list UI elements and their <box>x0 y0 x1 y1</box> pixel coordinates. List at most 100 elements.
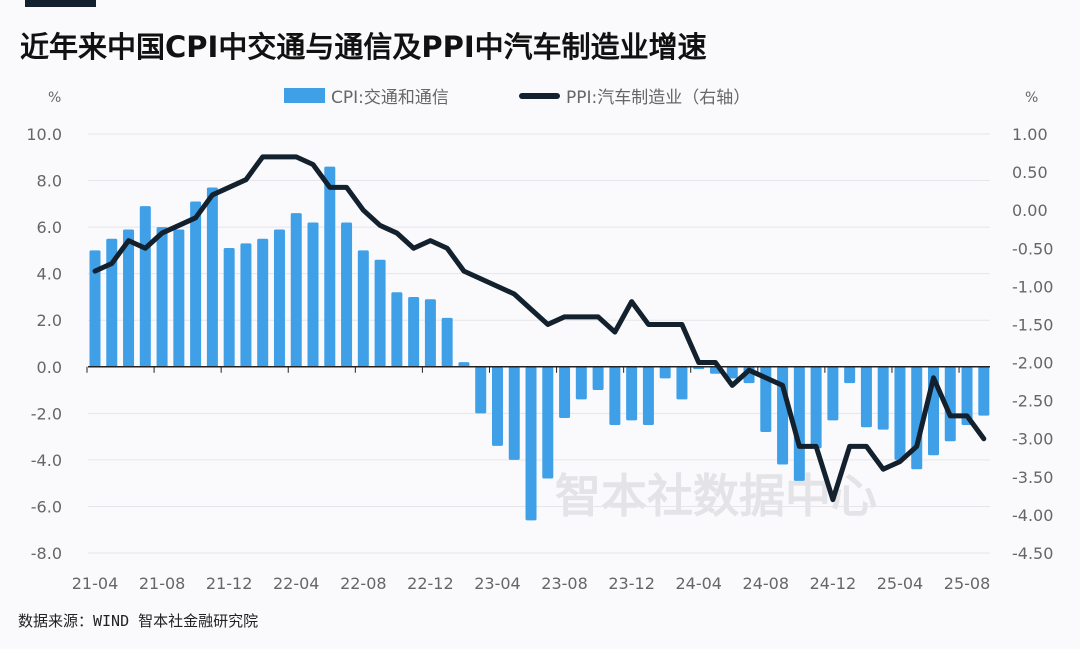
cpi-bar <box>324 166 336 367</box>
right-tick-label: 1.00 <box>1012 125 1048 144</box>
accent-bar <box>25 0 96 7</box>
right-tick-label: -2.00 <box>1012 354 1053 373</box>
cpi-bar <box>190 201 202 367</box>
cpi-bar <box>592 366 604 391</box>
cpi-bar <box>659 366 671 379</box>
x-tick-label: 22-08 <box>340 574 387 593</box>
chart-title: 近年来中国CPI中交通与通信及PPI中汽车制造业增速 <box>20 30 707 64</box>
cpi-bar <box>424 299 436 367</box>
cpi-bar <box>575 366 587 400</box>
x-tick-label: 25-04 <box>877 574 924 593</box>
cpi-bar <box>257 238 269 367</box>
right-tick-label: -3.00 <box>1012 430 1053 449</box>
right-tick-label: -4.50 <box>1012 544 1053 563</box>
left-tick-label: -4.0 <box>31 451 62 470</box>
right-tick-label: -2.50 <box>1012 392 1053 411</box>
cpi-bar <box>408 296 420 367</box>
cpi-bar <box>760 366 772 432</box>
cpi-bar <box>223 248 235 367</box>
cpi-bar <box>123 229 135 367</box>
cpi-bar <box>609 366 621 425</box>
legend-label-cpi: CPI:交通和通信 <box>331 88 449 108</box>
cpi-bar <box>458 362 470 367</box>
right-axis-unit: % <box>1025 90 1039 106</box>
left-tick-label: 6.0 <box>37 218 62 237</box>
x-tick-label: 23-04 <box>474 574 521 593</box>
cpi-bar <box>508 366 520 460</box>
left-axis-unit: % <box>48 90 62 106</box>
x-tick-label: 21-04 <box>72 574 119 593</box>
ppi-line <box>92 154 987 503</box>
cpi-bar <box>894 366 906 460</box>
legend-item-cpi: CPI:交通和通信 <box>284 83 449 108</box>
legend-swatch-line <box>519 92 560 99</box>
cpi-bar <box>978 366 990 416</box>
cpi-bar <box>810 366 822 449</box>
left-tick-label: 2.0 <box>37 311 62 330</box>
cpi-bar <box>961 366 973 425</box>
cpi-bar <box>559 366 571 418</box>
cpi-bar <box>491 366 503 446</box>
x-tick-label: 24-08 <box>743 574 790 593</box>
left-tick-label: 10.0 <box>26 125 62 144</box>
cpi-bar <box>676 366 688 400</box>
cpi-bar <box>726 366 738 379</box>
cpi-bar <box>542 366 554 479</box>
left-tick-label: 0.0 <box>37 358 62 377</box>
legend-label-ppi: PPI:汽车制造业（右轴） <box>566 88 751 108</box>
left-tick-label: 8.0 <box>37 172 62 191</box>
source-note: 数据来源：WIND 智本社金融研究院 <box>18 612 259 630</box>
cpi-bar <box>307 222 319 367</box>
cpi-bar <box>475 366 487 414</box>
cpi-bar <box>240 243 252 367</box>
cpi-bar <box>374 259 386 367</box>
cpi-bar <box>290 213 302 367</box>
cpi-bar <box>944 366 956 442</box>
cpi-bar <box>860 366 872 428</box>
cpi-bar <box>877 366 889 430</box>
cpi-bar <box>793 366 805 481</box>
cpi-bar <box>341 222 353 367</box>
left-tick-label: -6.0 <box>31 497 62 516</box>
legend-swatch-bar <box>284 88 325 103</box>
cpi-bar <box>357 250 369 367</box>
cpi-bar <box>911 366 923 470</box>
x-tick-label: 23-08 <box>541 574 588 593</box>
x-tick-label: 22-04 <box>273 574 320 593</box>
right-tick-label: 0.50 <box>1012 163 1048 182</box>
cpi-bar <box>391 292 403 367</box>
right-tick-label: 0.00 <box>1012 201 1048 220</box>
cpi-bar <box>173 229 185 367</box>
cpi-bar <box>525 366 537 521</box>
cpi-bar <box>642 366 654 425</box>
right-tick-label: -4.00 <box>1012 506 1053 525</box>
left-tick-label: 4.0 <box>37 265 62 284</box>
x-tick-label: 25-08 <box>944 574 991 593</box>
right-tick-label: -0.50 <box>1012 239 1053 258</box>
cpi-bar <box>827 366 839 421</box>
cpi-bar <box>441 317 453 367</box>
cpi-bar <box>106 238 118 367</box>
x-tick-label: 21-08 <box>139 574 186 593</box>
cpi-bar <box>89 250 101 367</box>
cpi-bar <box>626 366 638 421</box>
x-tick-label: 22-12 <box>407 574 454 593</box>
left-tick-label: -2.0 <box>31 404 62 423</box>
cpi-bar <box>844 366 856 384</box>
left-tick-label: -8.0 <box>31 544 62 563</box>
right-tick-label: -1.50 <box>1012 315 1053 334</box>
right-tick-label: -1.00 <box>1012 277 1053 296</box>
cpi-bar <box>139 206 151 367</box>
cpi-bar <box>206 187 218 367</box>
cpi-bar <box>156 227 168 367</box>
cpi-bar <box>273 229 285 367</box>
x-tick-label: 21-12 <box>206 574 253 593</box>
x-tick-label: 24-12 <box>810 574 857 593</box>
right-tick-label: -3.50 <box>1012 468 1053 487</box>
x-tick-label: 24-04 <box>675 574 722 593</box>
legend-item-ppi: PPI:汽车制造业（右轴） <box>519 83 750 108</box>
watermark: 智本社数据中心 <box>555 469 877 523</box>
x-tick-label: 23-12 <box>608 574 655 593</box>
